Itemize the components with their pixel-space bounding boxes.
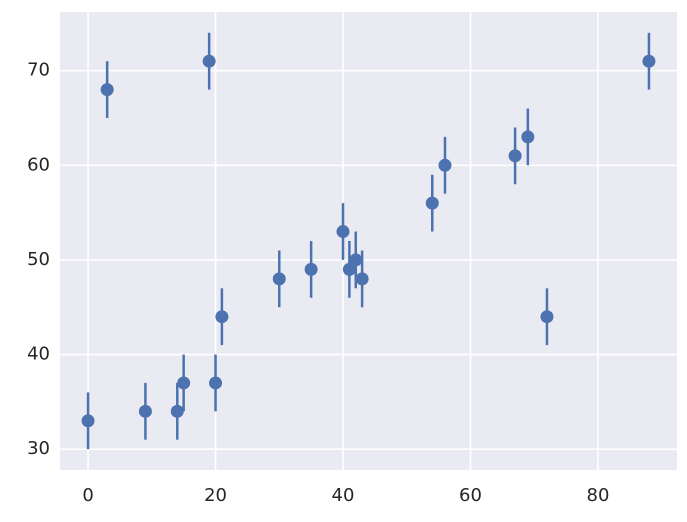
x-tick-label: 0 <box>82 485 93 506</box>
point <box>209 376 223 390</box>
point <box>304 262 318 276</box>
point <box>215 310 229 324</box>
point <box>202 54 216 68</box>
point <box>438 158 452 172</box>
point <box>642 54 656 68</box>
point <box>336 225 350 239</box>
point <box>100 83 114 97</box>
point <box>170 404 184 418</box>
y-tick-label: 70 <box>27 60 50 81</box>
point <box>425 196 439 210</box>
point <box>349 253 363 267</box>
y-tick-label: 30 <box>27 438 50 459</box>
point <box>521 130 535 144</box>
x-tick-label: 80 <box>587 485 610 506</box>
point <box>355 272 369 286</box>
plot-area <box>60 12 677 470</box>
point <box>138 404 152 418</box>
y-tick-label: 50 <box>27 249 50 270</box>
x-tick-label: 60 <box>459 485 482 506</box>
point <box>177 376 191 390</box>
point <box>272 272 286 286</box>
y-tick-label: 60 <box>27 154 50 175</box>
x-tick-label: 40 <box>332 485 355 506</box>
point <box>508 149 522 163</box>
y-tick-label: 40 <box>27 344 50 365</box>
x-tick-label: 20 <box>204 485 227 506</box>
point <box>81 414 95 428</box>
point <box>342 262 356 276</box>
point <box>540 310 554 324</box>
